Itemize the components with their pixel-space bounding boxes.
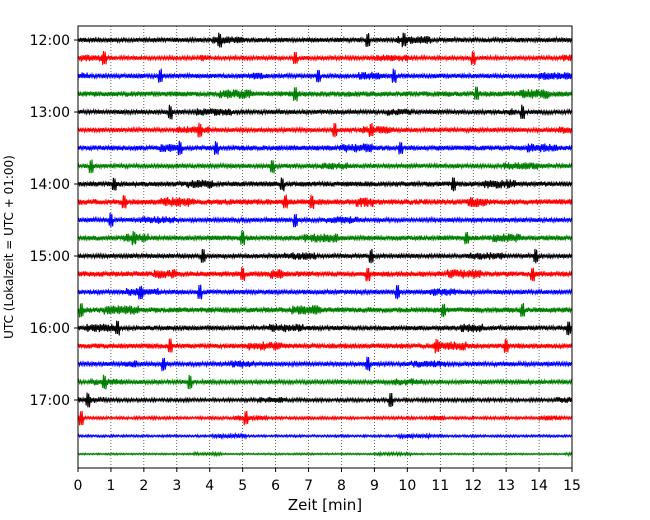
x-tick-label-15: 15 xyxy=(563,478,581,494)
y-tick-label-1500: 15:00 xyxy=(30,249,70,265)
trace-line-1645 xyxy=(77,374,573,390)
trace-line-1430 xyxy=(77,212,573,228)
x-tick-label-13: 13 xyxy=(497,478,515,494)
trace-line-1700 xyxy=(77,392,573,408)
x-tick-label-10: 10 xyxy=(398,478,416,494)
trace-line-1215 xyxy=(77,50,573,66)
y-tick-label-1200: 12:00 xyxy=(30,33,70,49)
trace-line-1445 xyxy=(77,230,573,246)
trace-line-1400 xyxy=(77,177,573,192)
trace-line-1630 xyxy=(77,356,573,372)
y-tick-label-1400: 14:00 xyxy=(30,177,70,193)
trace-line-1245 xyxy=(77,86,573,102)
trace-line-1300 xyxy=(77,104,573,120)
x-tick-label-4: 4 xyxy=(205,478,214,494)
trace-line-1230 xyxy=(77,68,573,84)
y-tick-label-1600: 16:00 xyxy=(30,321,70,337)
x-axis-label: Zeit [min] xyxy=(288,496,362,514)
trace-line-1615 xyxy=(77,338,573,354)
trace-lines xyxy=(77,32,573,458)
x-tick-label-12: 12 xyxy=(464,478,482,494)
axis-ticks: 0 1 2 3 4 5 6 7 8 9 10 11 12 13 14 1512:0013:0014:0015:… xyxy=(30,33,581,494)
y-tick-label-1700: 17:00 xyxy=(30,393,70,409)
x-tick-label-11: 11 xyxy=(431,478,449,494)
trace-line-1200 xyxy=(77,32,573,48)
y-tick-label-1300: 13:00 xyxy=(30,105,70,121)
x-tick-label-2: 2 xyxy=(139,478,148,494)
trace-line-1600 xyxy=(77,320,573,336)
x-tick-label-8: 8 xyxy=(337,478,346,494)
x-tick-label-14: 14 xyxy=(530,478,548,494)
trace-line-1415 xyxy=(77,194,573,210)
x-tick-label-9: 9 xyxy=(370,478,379,494)
x-tick-label-3: 3 xyxy=(172,478,181,494)
trace-line-1530 xyxy=(77,284,573,300)
trace-line-1515 xyxy=(77,267,573,282)
trace-line-1330 xyxy=(77,140,573,156)
x-tick-label-0: 0 xyxy=(74,478,83,494)
trace-line-1500 xyxy=(77,248,573,264)
x-tick-label-1: 1 xyxy=(106,478,115,494)
trace-line-1315 xyxy=(77,122,573,138)
trace-line-1745 xyxy=(77,450,573,458)
trace-line-1730 xyxy=(77,431,573,441)
trace-line-1715 xyxy=(77,410,573,426)
x-tick-label-5: 5 xyxy=(238,478,247,494)
trace-line-1345 xyxy=(77,159,573,174)
x-tick-label-7: 7 xyxy=(304,478,313,494)
y-axis-label: UTC (Lokalzeit = UTC + 01:00) xyxy=(2,155,16,339)
x-tick-label-6: 6 xyxy=(271,478,280,494)
trace-line-1545 xyxy=(77,302,573,318)
plot-frame xyxy=(77,25,573,469)
